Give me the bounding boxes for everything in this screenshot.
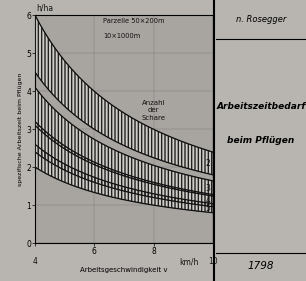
Text: 2: 2 <box>206 159 210 168</box>
Text: 5: 5 <box>205 204 210 213</box>
Text: 1798: 1798 <box>248 260 274 271</box>
Y-axis label: spezifische Arbeitszeit beim Pflügen: spezifische Arbeitszeit beim Pflügen <box>18 72 23 186</box>
Text: beim Pflügen: beim Pflügen <box>227 136 294 145</box>
Text: 10×1000m: 10×1000m <box>103 33 140 38</box>
Text: h/ha: h/ha <box>36 3 53 12</box>
X-axis label: Arbeitsgeschwindigkeit v: Arbeitsgeschwindigkeit v <box>80 267 168 273</box>
Text: Anzahl
der
Schare: Anzahl der Schare <box>141 100 166 121</box>
Text: km/h: km/h <box>179 257 199 266</box>
Text: 4: 4 <box>33 257 38 266</box>
Text: 10: 10 <box>208 257 218 266</box>
Text: Parzelle 50×200m: Parzelle 50×200m <box>103 19 165 24</box>
Text: Arbeitszeitbedarf: Arbeitszeitbedarf <box>216 102 305 111</box>
Text: 3: 3 <box>205 184 210 193</box>
Text: 4: 4 <box>205 196 210 205</box>
Text: n. Rosegger: n. Rosegger <box>236 15 286 24</box>
